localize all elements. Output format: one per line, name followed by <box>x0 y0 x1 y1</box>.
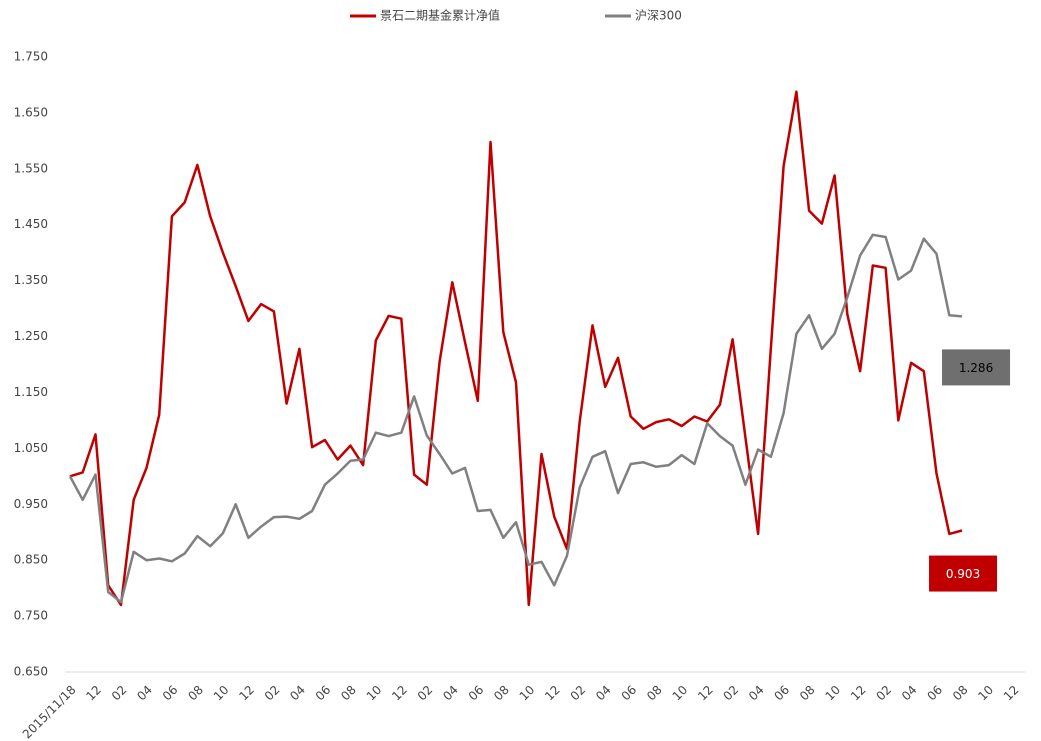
x-tick-label: 06 <box>313 683 334 704</box>
x-tick-label: 12 <box>389 683 410 704</box>
x-tick-label: 04 <box>593 683 614 704</box>
x-tick-label: 08 <box>950 683 971 704</box>
x-tick-label: 12 <box>236 683 257 704</box>
x-tick-label: 10 <box>364 683 385 704</box>
x-tick-label: 10 <box>517 683 538 704</box>
x-tick-label: 04 <box>440 683 461 704</box>
x-tick-label: 02 <box>109 683 130 704</box>
x-tick-label: 12 <box>695 683 716 704</box>
y-tick-label: 1.050 <box>14 441 48 455</box>
y-tick-label: 0.750 <box>14 609 48 623</box>
x-tick-label: 06 <box>160 683 181 704</box>
y-tick-label: 0.650 <box>14 665 48 679</box>
x-tick-label: 10 <box>670 683 691 704</box>
x-tick-label: 08 <box>185 683 206 704</box>
x-tick-label: 06 <box>924 683 945 704</box>
end-label-box <box>942 349 1011 386</box>
x-tick-label: 02 <box>415 683 436 704</box>
line-series <box>68 233 963 604</box>
end-label: 0.903 <box>946 567 980 581</box>
x-tick-label: 12 <box>542 683 563 704</box>
x-tick-label: 02 <box>262 683 283 704</box>
x-tick-label: 08 <box>491 683 512 704</box>
y-tick-label: 1.150 <box>14 385 48 399</box>
x-tick-label: 04 <box>746 683 767 704</box>
x-tick-label: 2015/11/18 <box>20 683 79 741</box>
x-tick-label: 02 <box>721 683 742 704</box>
x-tick-label: 04 <box>287 683 308 704</box>
x-tick-label: 08 <box>338 683 359 704</box>
end-label-box <box>929 555 998 592</box>
line-series <box>69 90 963 607</box>
x-tick-label: 08 <box>797 683 818 704</box>
x-tick-label: 02 <box>568 683 589 704</box>
x-tick-label: 04 <box>899 683 920 704</box>
x-tick-label: 06 <box>619 683 640 704</box>
legend-label: 景石二期基金累计净值 <box>380 8 500 23</box>
y-tick-label: 1.550 <box>14 161 48 175</box>
x-tick-label: 04 <box>134 683 155 704</box>
x-tick-label: 02 <box>873 683 894 704</box>
end-label: 1.286 <box>959 361 993 375</box>
legend-label: 沪深300 <box>635 9 682 23</box>
x-tick-label: 12 <box>83 683 104 704</box>
y-tick-label: 0.950 <box>14 497 48 511</box>
x-tick-label: 12 <box>1001 683 1022 704</box>
x-tick-label: 10 <box>211 683 232 704</box>
x-tick-label: 10 <box>975 683 996 704</box>
y-tick-label: 1.650 <box>14 105 48 119</box>
x-tick-label: 06 <box>772 683 793 704</box>
y-tick-label: 1.450 <box>14 217 48 231</box>
x-tick-label: 06 <box>466 683 487 704</box>
y-tick-label: 1.350 <box>14 273 48 287</box>
x-tick-label: 08 <box>644 683 665 704</box>
x-tick-label: 12 <box>848 683 869 704</box>
y-tick-label: 1.750 <box>14 50 48 64</box>
x-tick-label: 10 <box>822 683 843 704</box>
y-tick-label: 1.250 <box>14 329 48 343</box>
y-tick-label: 0.850 <box>14 553 48 567</box>
